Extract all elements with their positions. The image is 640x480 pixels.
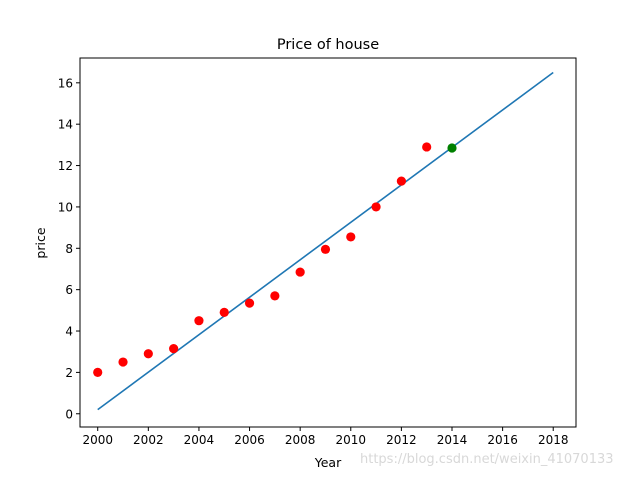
fit-line (97, 71, 554, 411)
x-tick-label: 2014 (437, 433, 468, 447)
data-point (143, 349, 153, 359)
data-point (320, 244, 331, 254)
predicted-point (447, 143, 457, 153)
y-tick-label: 10 (58, 200, 73, 214)
x-tick-label: 2012 (386, 433, 417, 447)
y-tick-label: 16 (58, 76, 73, 90)
x-tick-label: 2002 (133, 433, 164, 447)
data-point (219, 307, 229, 318)
data-point (295, 267, 305, 277)
plot-area (93, 71, 554, 411)
x-tick-label: 2010 (336, 433, 367, 447)
y-tick-label: 12 (58, 159, 73, 173)
data-point (422, 142, 432, 152)
x-tick-label: 2008 (285, 433, 316, 447)
data-point (270, 291, 280, 301)
chart-title: Price of house (277, 37, 379, 53)
x-tick-label: 2000 (82, 433, 113, 447)
y-axis-label: price (33, 227, 48, 258)
x-tick-label: 2018 (538, 433, 569, 447)
x-tick-label: 2016 (487, 433, 518, 447)
y-tick-label: 0 (65, 407, 73, 421)
x-tick-label: 2004 (184, 433, 215, 447)
y-tick-label: 4 (65, 325, 73, 339)
data-point (93, 367, 103, 377)
data-point (169, 344, 179, 354)
data-point (371, 202, 381, 212)
y-tick-label: 8 (65, 242, 73, 256)
x-axis-label: Year (314, 455, 342, 470)
data-point (346, 232, 356, 242)
data-point (244, 298, 255, 308)
data-point (194, 316, 204, 326)
watermark: https://blog.csdn.net/weixin_41070133 (360, 452, 614, 467)
data-point (396, 176, 406, 186)
y-tick-label: 2 (65, 366, 73, 380)
x-axis: 2000 2002 2004 2006 2008 2010 2012 2014 2016 2018 (82, 427, 568, 447)
y-tick-label: 6 (65, 283, 73, 297)
x-tick-label: 2006 (234, 433, 265, 447)
axes-frame (79, 57, 577, 428)
y-axis: 0 2 4 6 8 10 12 14 16 (58, 76, 80, 421)
y-tick-label: 14 (58, 118, 73, 132)
data-point (118, 357, 128, 367)
